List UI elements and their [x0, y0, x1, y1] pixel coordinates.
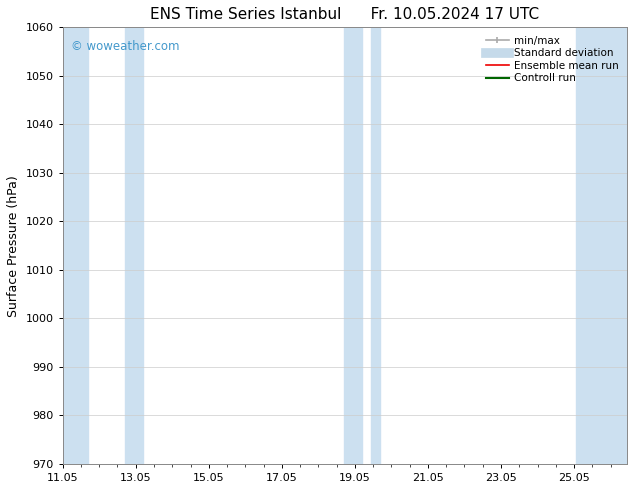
- Legend: min/max, Standard deviation, Ensemble mean run, Controll run: min/max, Standard deviation, Ensemble me…: [482, 32, 622, 87]
- Bar: [576, 27, 627, 464]
- Bar: [344, 27, 362, 464]
- Bar: [125, 27, 143, 464]
- Bar: [372, 27, 380, 464]
- Bar: [63, 27, 88, 464]
- Y-axis label: Surface Pressure (hPa): Surface Pressure (hPa): [7, 175, 20, 317]
- Title: ENS Time Series Istanbul      Fr. 10.05.2024 17 UTC: ENS Time Series Istanbul Fr. 10.05.2024 …: [150, 7, 540, 22]
- Text: © woweather.com: © woweather.com: [71, 40, 179, 53]
